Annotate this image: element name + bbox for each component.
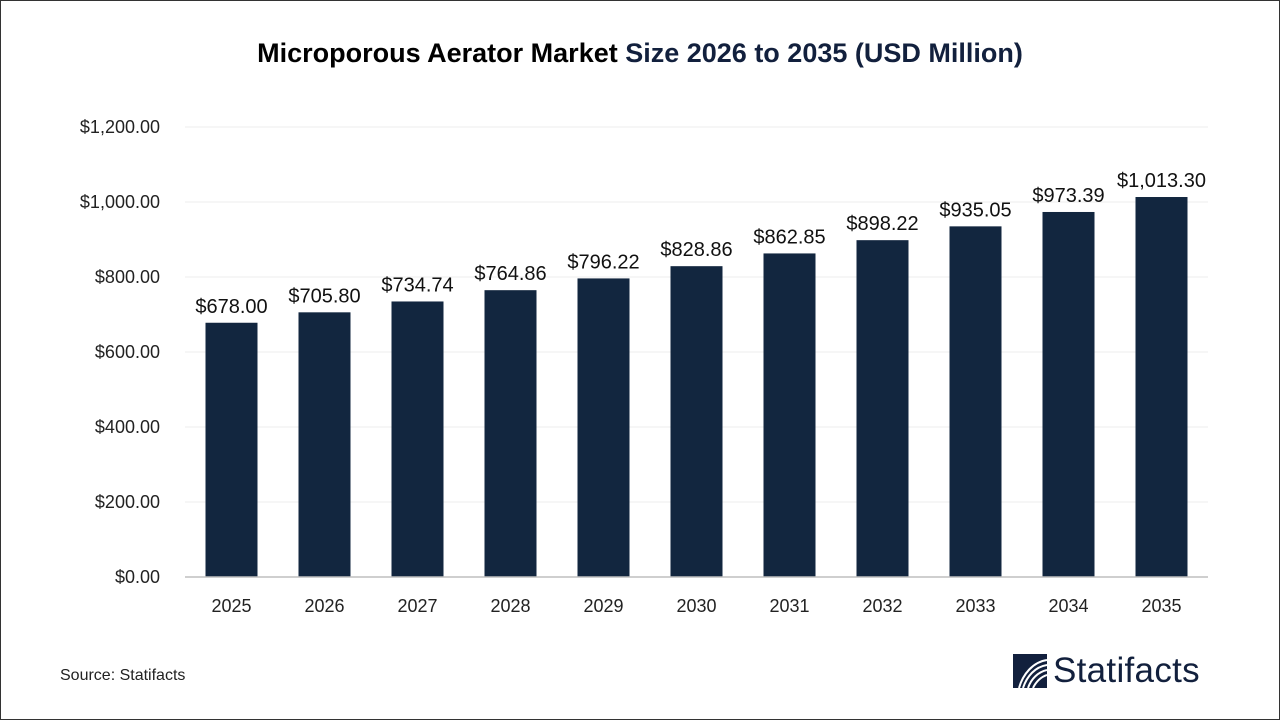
source-note: Source: Statifacts xyxy=(60,667,186,684)
bar xyxy=(1042,211,1095,577)
data-label: $734.74 xyxy=(381,274,453,296)
y-tick-label: $400.00 xyxy=(95,417,160,437)
statifacts-logo: Statifacts xyxy=(1013,651,1200,691)
data-label: $764.86 xyxy=(474,263,546,285)
data-label: $678.00 xyxy=(195,296,267,318)
logo-text: Statifacts xyxy=(1053,651,1200,690)
x-tick-label: 2028 xyxy=(490,596,530,616)
data-label: $705.80 xyxy=(288,285,360,307)
y-tick-label: $1,200.00 xyxy=(80,117,160,137)
y-tick-label: $0.00 xyxy=(115,567,160,587)
y-tick-label: $1,000.00 xyxy=(80,192,160,212)
x-tick-label: 2027 xyxy=(397,596,437,616)
x-tick-label: 2025 xyxy=(211,596,251,616)
bar xyxy=(391,301,444,577)
chart-title: Microporous Aerator Market Size 2026 to … xyxy=(0,38,1280,69)
bar xyxy=(670,266,723,577)
data-label: $935.05 xyxy=(939,199,1011,221)
x-tick-label: 2026 xyxy=(304,596,344,616)
title-part-2: Size 2026 to 2035 (USD Million) xyxy=(625,38,1023,68)
data-label: $828.86 xyxy=(660,239,732,261)
data-label: $898.22 xyxy=(846,213,918,235)
x-tick-label: 2029 xyxy=(583,596,623,616)
x-tick-label: 2033 xyxy=(955,596,995,616)
data-label: $973.39 xyxy=(1032,185,1104,207)
y-tick-label: $800.00 xyxy=(95,267,160,287)
bar xyxy=(949,226,1002,577)
bar xyxy=(1135,197,1188,577)
y-tick-label: $600.00 xyxy=(95,342,160,362)
bar xyxy=(205,322,258,577)
data-label: $796.22 xyxy=(567,251,639,273)
bar xyxy=(577,278,630,577)
x-tick-label: 2031 xyxy=(769,596,809,616)
title-part-1: Microporous Aerator Market xyxy=(257,38,626,68)
x-tick-label: 2032 xyxy=(862,596,902,616)
statifacts-logo-icon xyxy=(1013,654,1047,688)
y-tick-label: $200.00 xyxy=(95,492,160,512)
bar xyxy=(298,312,351,577)
data-label: $1,013.30 xyxy=(1117,170,1206,192)
bar xyxy=(856,240,909,578)
x-tick-label: 2034 xyxy=(1048,596,1088,616)
x-tick-label: 2035 xyxy=(1141,596,1181,616)
x-tick-label: 2030 xyxy=(676,596,716,616)
data-label: $862.85 xyxy=(753,226,825,248)
bar xyxy=(763,253,816,577)
bar xyxy=(484,290,537,577)
